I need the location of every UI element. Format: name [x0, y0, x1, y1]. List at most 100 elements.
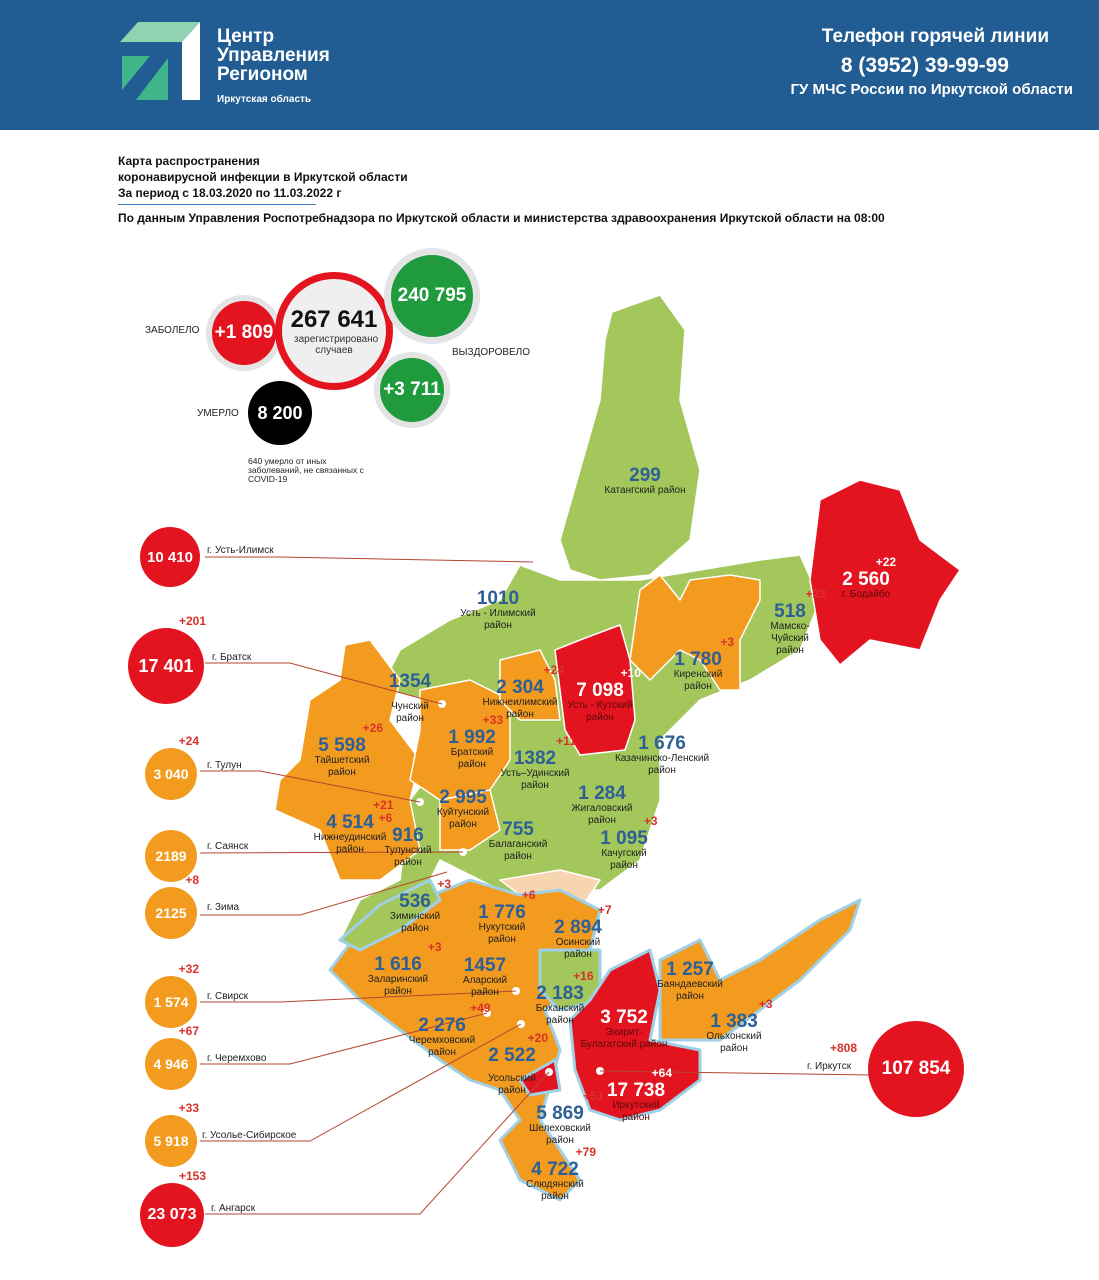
district-taishetsky[interactable]: +26 5 598 Тайшетский район [314, 721, 383, 778]
district-ust-kutsky[interactable]: +10 7 098 Усть - Кутский район [567, 666, 641, 723]
district-nukutsky[interactable]: +6 1 776 Нукутский район [478, 888, 536, 945]
district-bratsky[interactable]: +33 1 992 Братский район [448, 713, 503, 770]
total-cases: 267 641 [290, 306, 378, 333]
logo-subtitle: Иркутская область [217, 94, 312, 105]
district-ziminsky[interactable]: +3 536 Зиминский район [389, 877, 451, 934]
callout-line-ust-ilimsk [205, 556, 534, 563]
city-usolye-sibirskoye[interactable]: +33 5 918 [145, 1101, 199, 1167]
district-ekhirit-bulagatsky[interactable]: 3 752 Эхирит-Булагатский район [580, 1007, 668, 1050]
hotline-phone[interactable]: 8 (3952) 39-99-99 [840, 54, 1009, 77]
district-nizhneudinsky[interactable]: +21 4 514 Нижнеудинский район [313, 798, 394, 855]
title-line2: коронавирусной инфекции в Иркутской обла… [118, 170, 408, 184]
died-total: 8 200 [257, 402, 303, 423]
district-bodaibo[interactable]: +22 2 560 г. Бодайбо [841, 555, 897, 600]
city-name: г. Зима [207, 902, 240, 913]
recovered-total: 240 795 [397, 285, 467, 306]
hotline-title: Телефон горячей линии [821, 26, 1049, 47]
district-shape-kuytun [439, 789, 501, 851]
logo-line3: Регионом [217, 64, 308, 85]
district-olkhonsky[interactable]: +3 1 383 Ольхонский район [706, 997, 773, 1054]
district-tulunsky[interactable]: +6 916 Тулунский район [378, 811, 432, 868]
city-bratsk[interactable]: +201 17 401 [128, 614, 206, 704]
infected-delta: +1 809 [214, 322, 274, 343]
title-period: За период с 18.03.2020 по 11.03.2022 г [118, 186, 342, 200]
city-ust-ilimsk[interactable]: 10 410 [140, 527, 200, 587]
callout-line-angarsk [205, 1071, 550, 1215]
recovered-circle: 240 795 [384, 248, 480, 344]
died-label: УМЕРЛО [197, 408, 239, 419]
title-divider [118, 204, 316, 205]
district-osinsky[interactable]: +7 2 894 Осинский район [554, 903, 612, 960]
district-irkutsky[interactable]: +64 17 738 Иркутский район [606, 1066, 672, 1123]
district-bokhansky[interactable]: +16 2 183 Боханский район [535, 969, 594, 1026]
city-irkutsk[interactable]: +808 107 854 [830, 1021, 964, 1117]
callout-line-tulun [200, 770, 421, 803]
district-zalarinsky[interactable]: +3 1 616 Заларинский район [367, 940, 442, 997]
district-usolsky[interactable]: +20 2 522 Усольский район [488, 1031, 548, 1096]
city-name: г. Тулун [207, 760, 242, 771]
district-ust-ilimsky[interactable]: 1010 Усть - Илимский район [460, 588, 536, 631]
district-cheremkhovsky[interactable]: +49 2 276 Черемховский район [408, 1001, 491, 1058]
callout-line-sayansk [199, 851, 464, 854]
city-svirsk[interactable]: +32 1 574 [145, 962, 199, 1028]
recovered-label: ВЫЗДОРОВЕЛО [452, 347, 531, 358]
district-zhigalovsky[interactable]: 1 284 Жигаловский район [571, 783, 633, 826]
district-shape-ust-kut [554, 624, 636, 756]
logo-line1: Центр [217, 26, 275, 47]
city-zima[interactable]: +8 2125 [145, 873, 199, 939]
recovered-delta-circle: +3 711 [374, 352, 450, 428]
callout-line-irkutsk [599, 1070, 871, 1076]
title-line1: Карта распространения [118, 154, 260, 168]
city-name: г. Ангарск [211, 1203, 256, 1214]
died-circle: 8 200 [248, 381, 312, 445]
district-shape-irkutsk [568, 948, 702, 1122]
district-shape-south [328, 878, 602, 1202]
callout-line-bratsk [205, 662, 443, 705]
callout-line-svirsk [200, 990, 517, 1003]
district-shape-olkhon [658, 898, 862, 1042]
city-tulun[interactable]: +24 3 040 [145, 734, 199, 800]
district-bayandaevsky[interactable]: 1 257 Баяндаевский район [657, 959, 723, 1002]
city-cheremkhovo[interactable]: +67 4 946 [145, 1024, 199, 1090]
logo-line2: Управления [217, 45, 330, 66]
district-shape-katangsky [559, 294, 701, 581]
city-name: г. Усть-Илимск [207, 545, 274, 556]
city-name: г. Свирск [207, 991, 249, 1002]
infected-label: ЗАБОЛЕЛО [145, 325, 200, 336]
district-shape-taishet-nizhneudinsk [274, 639, 421, 881]
total-caption: зарегистрировано случаев [294, 334, 379, 356]
district-shape-bodaibo [809, 479, 961, 666]
district-shape-bokhan [538, 948, 602, 1012]
district-balagansky[interactable]: 755 Балаганский район [488, 819, 548, 862]
district-ust-udinsky[interactable]: +11 1382 Усть–Удинский район [500, 734, 576, 791]
district-kazachinsko-lensky[interactable]: 1 676 Казачинско-Ленский район [614, 733, 710, 776]
district-alarsky[interactable]: 1457 Аларский район [462, 955, 508, 998]
total-circle: 267 641 зарегистрировано случаев [275, 272, 393, 390]
city-name: г. Черемхово [207, 1053, 267, 1064]
header: Центр Управления Регионом Иркутская обла… [0, 0, 1099, 130]
callout-line-zima [200, 871, 448, 916]
district-shape-zima [338, 878, 442, 952]
district-nizhneilimsky[interactable]: +24 2 304 Нижнеилимский район [482, 663, 564, 720]
city-name: г. Саянск [207, 841, 249, 852]
city-name: г. Усолье-Сибирское [202, 1130, 297, 1141]
callout-line-usolye [200, 1023, 522, 1142]
district-slyudyansky[interactable]: +79 4 722 Слюдянский район [526, 1145, 596, 1202]
district-shelekhovsky[interactable]: +51 5 869 Шелеховский район [529, 1089, 604, 1146]
hotline-org: ГУ МЧС России по Иркутской области [790, 81, 1073, 98]
district-kachugsky[interactable]: +3 1 095 Качугский район [600, 814, 658, 871]
callout-line-cheremkhovo [200, 1012, 488, 1065]
district-kirensky[interactable]: +3 1 780 Киренский район [673, 635, 734, 692]
recovered-delta: +3 711 [383, 379, 441, 400]
district-mamsko-chuysky[interactable]: +23 518 Мамско-Чуйский район [770, 587, 826, 656]
city-angarsk[interactable]: +153 23 073 [140, 1169, 206, 1247]
city-name: г. Иркутск [807, 1061, 852, 1072]
district-katangsky[interactable]: 299 Катангский район [604, 465, 686, 496]
district-kuytunsky[interactable]: 2 995 Куйтунский район [436, 787, 490, 830]
district-chunsky[interactable]: 1354 Чунский район [388, 671, 432, 724]
logo-icon [120, 22, 200, 100]
district-shape-kirensk [629, 574, 761, 691]
died-note: 640 умерло от иных заболеваний, не связа… [248, 456, 364, 484]
city-sayansk[interactable]: 2189 [145, 830, 197, 882]
